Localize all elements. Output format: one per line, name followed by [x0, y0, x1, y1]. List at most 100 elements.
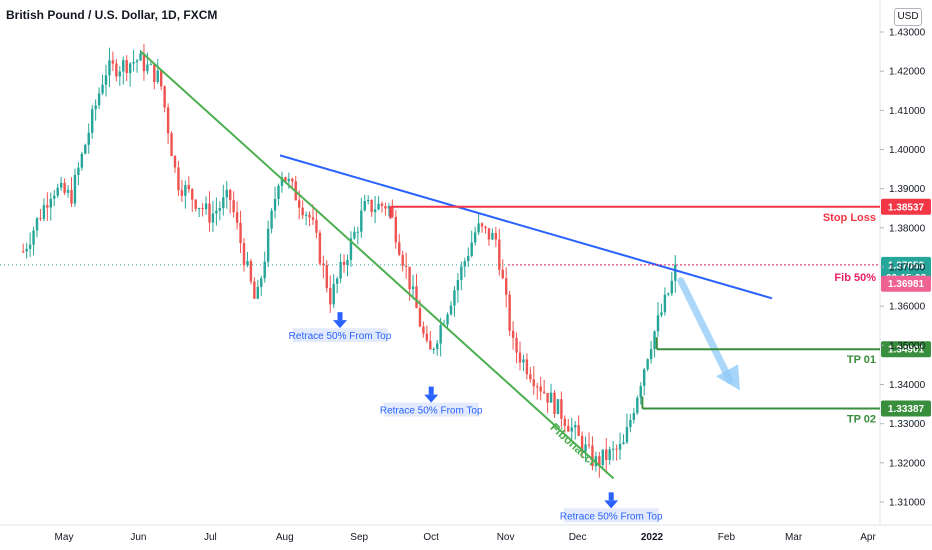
- candle-body: [391, 206, 394, 217]
- candle-body: [204, 203, 208, 210]
- candle-body: [591, 445, 594, 467]
- y-tick-label: 1.42000: [889, 67, 926, 78]
- x-tick-label: Aug: [276, 532, 294, 543]
- candle-body: [311, 217, 315, 220]
- y-tick-label: 1.38000: [889, 223, 926, 234]
- Fibonacci-trendline: [140, 50, 615, 480]
- candle-body: [422, 326, 425, 334]
- candle-body: [280, 177, 284, 186]
- candle-body: [246, 261, 249, 266]
- candle-body: [563, 418, 567, 426]
- candle-body: [170, 133, 173, 157]
- candle-body: [298, 200, 301, 208]
- candle-body: [542, 391, 546, 393]
- candle-body: [339, 261, 342, 279]
- candle-body: [287, 178, 291, 182]
- candle-body: [187, 185, 190, 190]
- candle-body: [153, 64, 156, 83]
- candle-body: [70, 189, 73, 204]
- candle-body: [49, 198, 52, 208]
- candle-body: [577, 425, 580, 436]
- candle-body: [108, 60, 111, 76]
- candle-body: [553, 392, 556, 414]
- candle-body: [532, 379, 535, 387]
- candle-body: [463, 261, 466, 267]
- price-levels[interactable]: Stop Loss 1.38537 Fib 50% TP 01 1.34901 TP 02…: [389, 198, 931, 426]
- candle-body: [242, 243, 246, 266]
- candle-body: [59, 182, 63, 188]
- candle-body: [177, 167, 180, 191]
- candle-body: [115, 63, 118, 77]
- level-label: Stop Loss: [823, 212, 876, 224]
- candle-body: [556, 399, 560, 414]
- axes: 1.43000 1.42000 1.41000 1.40000 1.39000 1.380…: [55, 28, 926, 544]
- candle-body: [239, 222, 242, 244]
- candle-body: [646, 359, 649, 370]
- candle-body: [84, 144, 87, 154]
- candle-body: [122, 60, 125, 72]
- down-arrow-head: [424, 394, 439, 403]
- candle-body: [415, 286, 418, 309]
- candle-body: [249, 261, 253, 282]
- candle-body: [173, 156, 177, 168]
- y-tick-label: 1.33000: [889, 419, 926, 430]
- candle-body: [663, 294, 667, 313]
- candle-body: [315, 219, 318, 233]
- candle-body: [342, 261, 346, 265]
- candle-body: [87, 132, 90, 145]
- candle-body: [22, 251, 25, 253]
- down-arrow-head: [333, 320, 347, 329]
- price-tag-text: 1.38537: [888, 202, 925, 213]
- y-tick-label: 1.34000: [889, 380, 926, 391]
- candle-body: [349, 238, 353, 260]
- candle-body: [56, 187, 59, 196]
- candle-body: [401, 254, 404, 266]
- candle-body: [473, 232, 477, 243]
- candle-body: [674, 264, 677, 281]
- candle-body: [218, 208, 222, 211]
- retrace-note: Retrace 50% From Top: [560, 511, 663, 522]
- candle-body: [35, 218, 39, 231]
- candle-body: [460, 266, 463, 281]
- candle-body: [477, 223, 480, 233]
- candle-body: [605, 449, 608, 461]
- candle-body: [318, 232, 322, 264]
- candle-body: [360, 210, 363, 232]
- candle-body: [387, 206, 391, 209]
- currency-badge[interactable]: USD: [894, 8, 922, 26]
- candle-body: [508, 294, 511, 331]
- y-tick-label: 1.39000: [889, 184, 926, 195]
- candle-body: [380, 203, 384, 207]
- candle-body: [546, 392, 549, 403]
- candle-body: [363, 201, 366, 211]
- price-tag: [881, 198, 931, 215]
- candle-body: [491, 232, 494, 240]
- x-tick-label: Apr: [860, 532, 876, 543]
- candle-body: [370, 199, 373, 213]
- candle-body: [398, 242, 401, 255]
- x-tick-label: Oct: [423, 532, 439, 543]
- x-tick-label: 2022: [641, 532, 664, 543]
- candle-body: [273, 198, 277, 211]
- candle-body: [211, 213, 215, 223]
- candle-body: [322, 263, 325, 266]
- candle-body: [480, 223, 484, 227]
- candle-body: [260, 278, 263, 287]
- candle-body: [446, 314, 449, 325]
- candle-body: [636, 397, 639, 413]
- level-label: TP 02: [847, 414, 876, 426]
- candle-body: [425, 333, 429, 341]
- candle-body: [97, 93, 101, 106]
- candle-body: [253, 281, 256, 299]
- candle-body: [608, 449, 611, 461]
- down-arrow-shaft: [428, 386, 434, 395]
- candles: [22, 43, 677, 478]
- candle-body: [28, 244, 32, 249]
- resistance-trendline: [279, 154, 773, 300]
- candle-body: [77, 167, 80, 175]
- y-tick-label: 1.40000: [889, 145, 926, 156]
- candle-body: [222, 197, 225, 209]
- candle-body: [518, 352, 522, 363]
- candle-body: [467, 255, 470, 262]
